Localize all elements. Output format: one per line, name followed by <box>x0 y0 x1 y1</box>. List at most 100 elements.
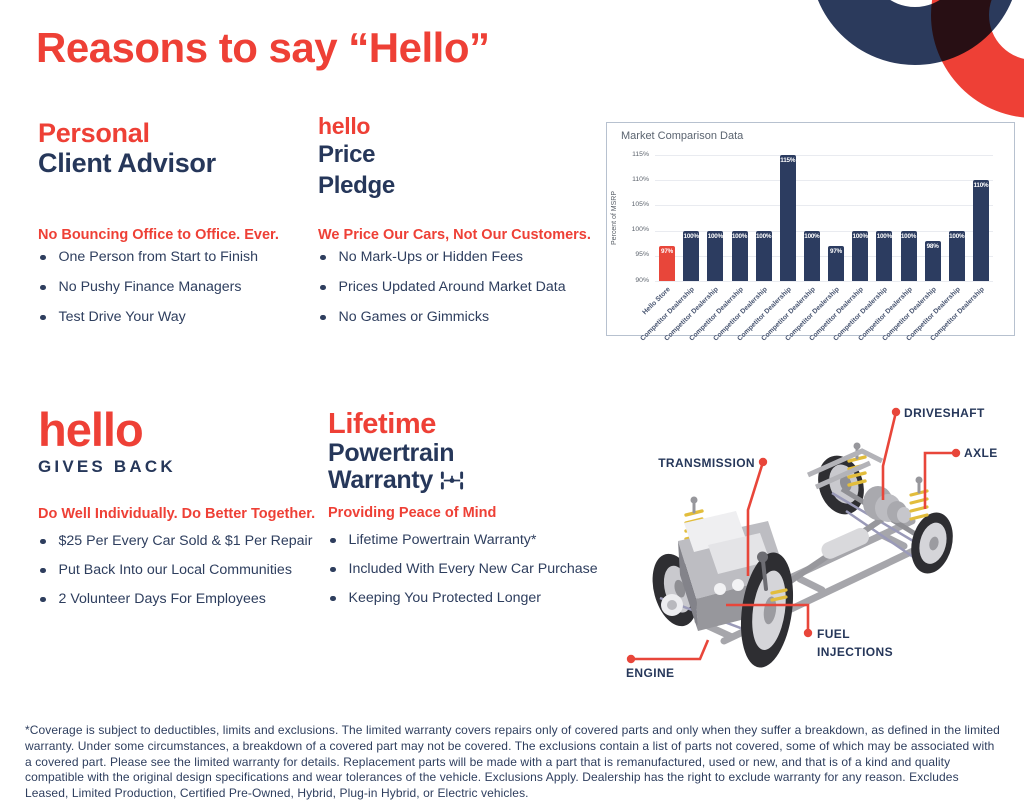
bullet-item: No Mark-Ups or Hidden Fees <box>318 249 566 279</box>
bullet-dot-icon <box>320 314 326 320</box>
chart-bar: 110% <box>972 180 989 281</box>
chart-bar-value-label: 97% <box>661 247 674 255</box>
bullet-text: Prices Updated Around Market Data <box>338 279 566 295</box>
chart-bar-value-label: 100% <box>900 232 917 240</box>
engine-label: ENGINE <box>626 666 674 680</box>
bullet-text: No Mark-Ups or Hidden Fees <box>338 249 524 265</box>
bullet-item: Keeping You Protected Longer <box>328 590 598 619</box>
section-heading: Personal Client Advisor <box>38 118 216 178</box>
bullet-text: No Games or Gimmicks <box>338 309 490 325</box>
fuel-injections-label-line1: FUEL <box>817 627 850 641</box>
section-heading: hello Price Pledge <box>318 113 395 201</box>
drivetrain-icon <box>440 471 464 490</box>
section-hello-gives-back: hello GIVES BACK Do Well Individually. D… <box>38 405 315 608</box>
chart-bar: 100% <box>707 230 724 281</box>
bullet-list: $25 Per Every Car Sold & $1 Per Repair Pu… <box>38 533 312 620</box>
section-personal-client-advisor: Personal Client Advisor No Bouncing Offi… <box>38 118 279 325</box>
chart-bar: 100% <box>803 230 820 281</box>
chart-bar-value-label: 100% <box>804 232 820 240</box>
chart-bar: 97% <box>828 245 845 281</box>
axle-label: AXLE <box>964 446 998 460</box>
chart-bar-value-label: 100% <box>852 232 869 240</box>
chart-y-tick-label: 95% <box>635 251 649 259</box>
chart-y-tick-label: 100% <box>631 226 649 234</box>
hello-logo: hello <box>38 403 144 456</box>
fuel-callout-line <box>726 603 810 631</box>
gives-back-label: GIVES BACK <box>38 457 176 476</box>
heading-line2: Pledge <box>318 172 395 199</box>
bullet-text: 2 Volunteer Days For Employees <box>58 591 266 607</box>
bullet-dot-icon <box>330 566 336 572</box>
bullet-list: One Person from Start to Finish No Pushy … <box>38 249 258 339</box>
chart-bar-value-label: 100% <box>683 232 700 240</box>
chart-bar: 98% <box>924 240 941 281</box>
gear-shifter-part <box>757 551 768 591</box>
chart-bar-value-label: 100% <box>707 232 724 240</box>
bullet-item: No Pushy Finance Managers <box>38 279 258 309</box>
section-price-pledge: hello Price Pledge We Price Our Cars, No… <box>318 113 591 325</box>
bullet-item: Prices Updated Around Market Data <box>318 279 566 309</box>
bullet-dot-icon <box>40 567 46 573</box>
chart-bar-value-label: 97% <box>830 247 843 255</box>
bullet-text: One Person from Start to Finish <box>58 249 259 265</box>
bullet-text: Keeping You Protected Longer <box>348 590 541 606</box>
chart-gridline <box>655 255 993 257</box>
bullet-dot-icon <box>320 254 326 260</box>
bullet-dot-icon <box>330 595 336 601</box>
chart-bar-value-label: 100% <box>755 232 772 240</box>
chart-gridline <box>655 180 993 182</box>
bullet-dot-icon <box>40 314 46 320</box>
bullet-dot-icon <box>40 284 46 290</box>
bullet-list: No Mark-Ups or Hidden Fees Prices Updated… <box>318 249 566 339</box>
chart-gridline <box>655 205 993 207</box>
muffler-part <box>821 528 869 559</box>
callout-lines <box>631 411 955 661</box>
bullet-list: Lifetime Powertrain Warranty* Included Wi… <box>328 532 598 619</box>
chart-bar-value-label: 100% <box>949 232 965 240</box>
bullet-item: Included With Every New Car Purchase <box>328 561 598 590</box>
chart-bar-value-label: 110% <box>973 182 989 190</box>
driveshaft-callout-line <box>881 411 898 500</box>
chart-bar: 97% <box>659 245 676 281</box>
bullet-item: No Games or Gimmicks <box>318 309 566 339</box>
callout-dots <box>626 407 961 664</box>
chart-gridline <box>655 155 993 156</box>
wheel-rear-near-icon <box>911 512 953 574</box>
chart-y-tick-label: 115% <box>632 150 649 158</box>
transmission-callout-line <box>746 461 765 576</box>
chart-bar: 100% <box>948 230 965 281</box>
bullet-dot-icon <box>40 254 46 260</box>
chart-y-tick-label: 110% <box>632 175 649 183</box>
section-tagline: Do Well Individually. Do Better Together… <box>38 506 316 522</box>
chart-bar-value-label: 98% <box>926 242 939 250</box>
bullet-item: One Person from Start to Finish <box>38 249 258 279</box>
heading-line2-row: Warranty <box>328 467 464 494</box>
engine-callout-line <box>631 639 710 661</box>
chart-bar-value-label: 100% <box>876 232 893 240</box>
bullet-item: Put Back Into our Local Communities <box>38 562 312 591</box>
section-heading: hello GIVES BACK <box>38 405 176 477</box>
bullet-dot-icon <box>320 284 326 290</box>
section-tagline: Providing Peace of Mind <box>328 505 497 521</box>
heading-accent: Lifetime <box>328 408 436 440</box>
bullet-dot-icon <box>330 537 336 543</box>
bullet-dot-icon <box>40 538 46 544</box>
warranty-footnote: *Coverage is subject to deductibles, lim… <box>25 723 1000 801</box>
chart-y-tick-label: 90% <box>635 276 649 284</box>
rear-rack <box>806 448 884 490</box>
bullet-dot-icon <box>40 596 46 602</box>
chart-y-tick-label: 105% <box>631 200 649 208</box>
chart-title: Market Comparison Data <box>621 130 744 142</box>
chart-bar-value-label: 100% <box>731 232 748 240</box>
heading-line2: Warranty <box>328 466 434 494</box>
bullet-text: Included With Every New Car Purchase <box>348 561 598 577</box>
red-ring-icon <box>931 0 1024 118</box>
bullet-text: Lifetime Powertrain Warranty* <box>348 532 537 548</box>
section-tagline: We Price Our Cars, Not Our Customers. <box>318 227 591 243</box>
bullet-text: Put Back Into our Local Communities <box>58 562 292 578</box>
bullet-text: No Pushy Finance Managers <box>58 279 242 295</box>
differential-part <box>863 486 911 523</box>
chart-gridline <box>655 281 993 282</box>
navy-ring-icon <box>817 0 1013 65</box>
